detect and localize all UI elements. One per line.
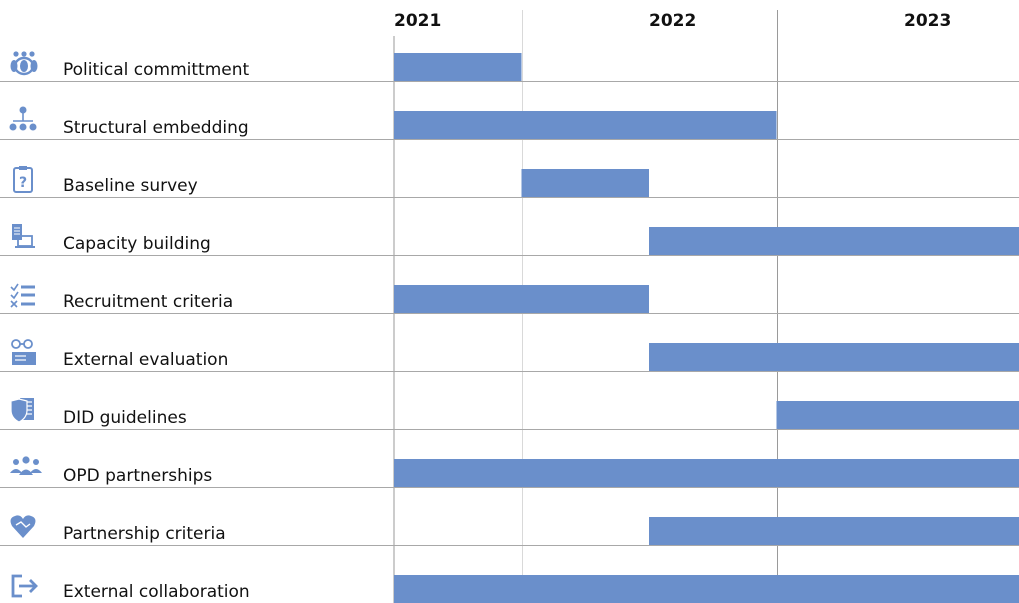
group-icon: [10, 456, 42, 475]
task-label: DID guidelines: [63, 408, 187, 428]
task-bar: [649, 227, 1019, 255]
task-label: Partnership criteria: [63, 524, 226, 544]
shield-document-icon: [10, 398, 34, 423]
document-laptop-icon: [12, 224, 35, 248]
task-labels: Political committment Structural embeddin…: [63, 60, 250, 602]
clipboard-question-icon: ?: [13, 166, 33, 193]
task-bar: [394, 111, 777, 139]
task-bar: [394, 459, 1019, 487]
year-tick-labels: 2021 2022 2023: [394, 11, 951, 31]
task-bar: [649, 343, 1019, 371]
task-icons: ?: [9, 51, 42, 598]
year-tick-label: 2023: [904, 11, 951, 31]
glasses-document-icon: [11, 339, 36, 365]
task-bar: [394, 53, 522, 81]
task-label: OPD partnerships: [63, 466, 212, 486]
task-label: External collaboration: [63, 582, 250, 602]
org-chart-icon: [9, 106, 37, 131]
task-label: Political committment: [63, 60, 249, 80]
task-bar: [394, 285, 649, 313]
year-tick-label: 2022: [649, 11, 696, 31]
task-label: Capacity building: [63, 234, 211, 254]
row-separators: [0, 81, 1019, 546]
task-label: Baseline survey: [63, 176, 198, 196]
exit-arrow-icon: [11, 574, 38, 598]
checklist-icon: [10, 283, 35, 308]
task-label: Recruitment criteria: [63, 292, 233, 312]
task-bar: [649, 517, 1019, 545]
task-label: External evaluation: [63, 350, 228, 370]
task-bar: [521, 169, 649, 197]
people-circle-icon: [10, 51, 38, 76]
heart-handshake-icon: [10, 515, 36, 538]
year-tick-label: 2021: [394, 11, 441, 31]
svg-text:?: ?: [19, 175, 27, 191]
task-label: Structural embedding: [63, 118, 249, 138]
task-bars: [394, 53, 1019, 603]
task-bar: [776, 401, 1019, 429]
task-bar: [394, 575, 1019, 603]
